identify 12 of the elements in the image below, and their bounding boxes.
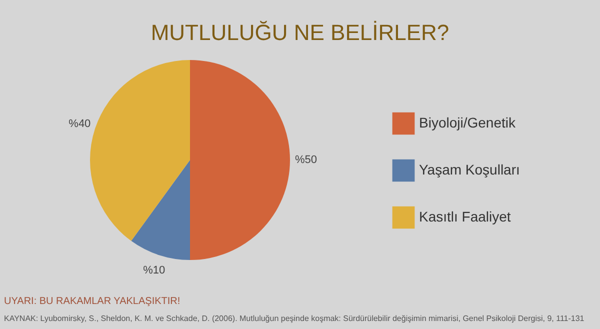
text: KAYNAK: Lyubomirsky, S., Sheldon, K. M. ve Schkade, D. (2006). Mutluluğun peşinde koşmak: Sürdürülebilir değişimin mimarisi, Genel Psikoloji Dergisi, 9, 111-131 <box>4 314 585 323</box>
pie-slice <box>131 160 190 260</box>
legend-label: Biyoloji/Genetik <box>419 114 516 130</box>
pie-slice <box>90 60 190 241</box>
data-label: %10 <box>143 264 166 276</box>
text: UYARI: BU RAKAMLAR YAKLAŞIKTIR! <box>4 296 180 307</box>
pie-slice <box>190 60 290 260</box>
legend-label: Kasıtlı Faaliyet <box>419 208 511 224</box>
legend-label: Yaşam Koşulları <box>419 162 520 178</box>
data-label: %50 <box>294 154 318 166</box>
data-label: %40 <box>68 118 91 130</box>
chart-title: MUTLULUĞU NE BELİRLER? <box>150 20 450 45</box>
